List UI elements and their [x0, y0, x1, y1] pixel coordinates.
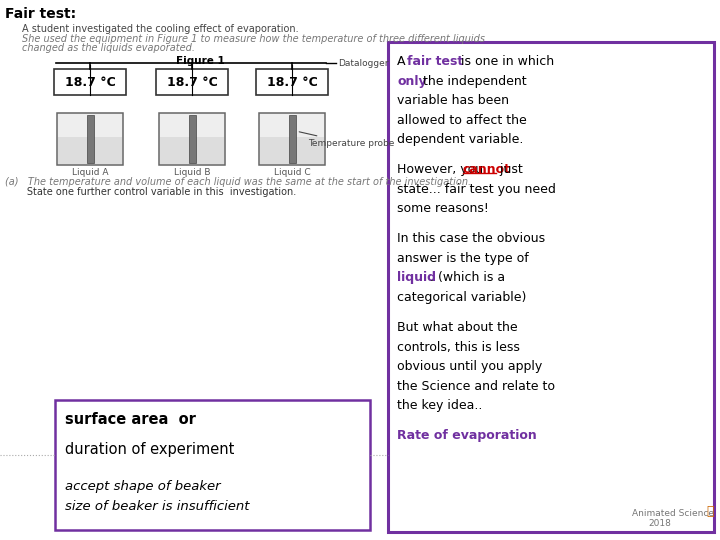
Text: categorical variable): categorical variable)	[397, 291, 526, 304]
FancyBboxPatch shape	[156, 69, 228, 95]
Text: A student investigated the cooling effect of evaporation.: A student investigated the cooling effec…	[22, 24, 299, 34]
FancyBboxPatch shape	[189, 115, 196, 163]
Text: variable has been: variable has been	[397, 94, 509, 107]
Text: Liquid C: Liquid C	[274, 168, 310, 177]
Text: 2018: 2018	[648, 519, 671, 528]
Text: She used the equipment in Figure 1 to measure how the temperature of three diffe: She used the equipment in Figure 1 to me…	[22, 34, 485, 44]
Text: Figure 1: Figure 1	[176, 56, 225, 66]
Text: just: just	[496, 163, 523, 176]
FancyBboxPatch shape	[57, 113, 123, 165]
Text: 18.7 °C: 18.7 °C	[166, 76, 217, 89]
Text: In this case the obvious: In this case the obvious	[397, 232, 545, 246]
Text: Fair test:: Fair test:	[5, 7, 76, 21]
FancyBboxPatch shape	[289, 115, 295, 163]
Text: Liquid B: Liquid B	[174, 168, 210, 177]
Text: state... fair test you need: state... fair test you need	[397, 183, 556, 195]
Text: (a)   The temperature and volume of each liquid was the same at the start of the: (a) The temperature and volume of each l…	[5, 177, 471, 187]
FancyBboxPatch shape	[388, 42, 714, 532]
Text: accept shape of beaker: accept shape of beaker	[65, 480, 220, 493]
FancyBboxPatch shape	[160, 137, 224, 164]
Text: However, you: However, you	[397, 163, 487, 176]
Text: the independent: the independent	[419, 75, 527, 87]
Text: Liquid A: Liquid A	[72, 168, 108, 177]
Text: State one further control variable in this  investigation.: State one further control variable in th…	[5, 187, 296, 197]
Text: Datalogger: Datalogger	[338, 58, 389, 68]
Text: liquid: liquid	[397, 272, 436, 285]
FancyBboxPatch shape	[259, 113, 325, 165]
Text: Temperature probe: Temperature probe	[300, 132, 395, 148]
FancyBboxPatch shape	[86, 115, 94, 163]
Text: But what about the: But what about the	[397, 321, 518, 334]
Text: changed as the liquids evaporated.: changed as the liquids evaporated.	[22, 43, 195, 53]
Text: . (which is a: . (which is a	[431, 272, 505, 285]
Text: cannot: cannot	[462, 163, 510, 176]
Text: duration of experiment: duration of experiment	[65, 442, 235, 457]
Text: is one in which: is one in which	[457, 55, 554, 68]
Text: Rate of evaporation: Rate of evaporation	[397, 429, 536, 442]
Text: A: A	[397, 55, 410, 68]
Text: size of beaker is insufficient: size of beaker is insufficient	[65, 500, 250, 513]
Text: the Science and relate to: the Science and relate to	[397, 380, 555, 393]
FancyBboxPatch shape	[256, 69, 328, 95]
FancyBboxPatch shape	[54, 69, 126, 95]
Text: only: only	[397, 75, 427, 87]
Text: 18.7 °C: 18.7 °C	[266, 76, 318, 89]
Text: 18.7 °C: 18.7 °C	[65, 76, 115, 89]
FancyBboxPatch shape	[55, 400, 370, 530]
Text: answer is the type of: answer is the type of	[397, 252, 528, 265]
Text: fair test: fair test	[407, 55, 464, 68]
Text: allowed to affect the: allowed to affect the	[397, 113, 527, 126]
Text: obvious until you apply: obvious until you apply	[397, 360, 542, 373]
Text: some reasons!: some reasons!	[397, 202, 489, 215]
Text: Animated Science: Animated Science	[632, 509, 714, 518]
Text: dependent variable.: dependent variable.	[397, 133, 523, 146]
Text: the key idea..: the key idea..	[397, 399, 482, 412]
Text: controls, this is less: controls, this is less	[397, 341, 520, 354]
FancyBboxPatch shape	[159, 113, 225, 165]
FancyBboxPatch shape	[260, 137, 324, 164]
Text: 🐦: 🐦	[706, 505, 714, 518]
FancyBboxPatch shape	[58, 137, 122, 164]
Text: surface area  or: surface area or	[65, 412, 196, 427]
